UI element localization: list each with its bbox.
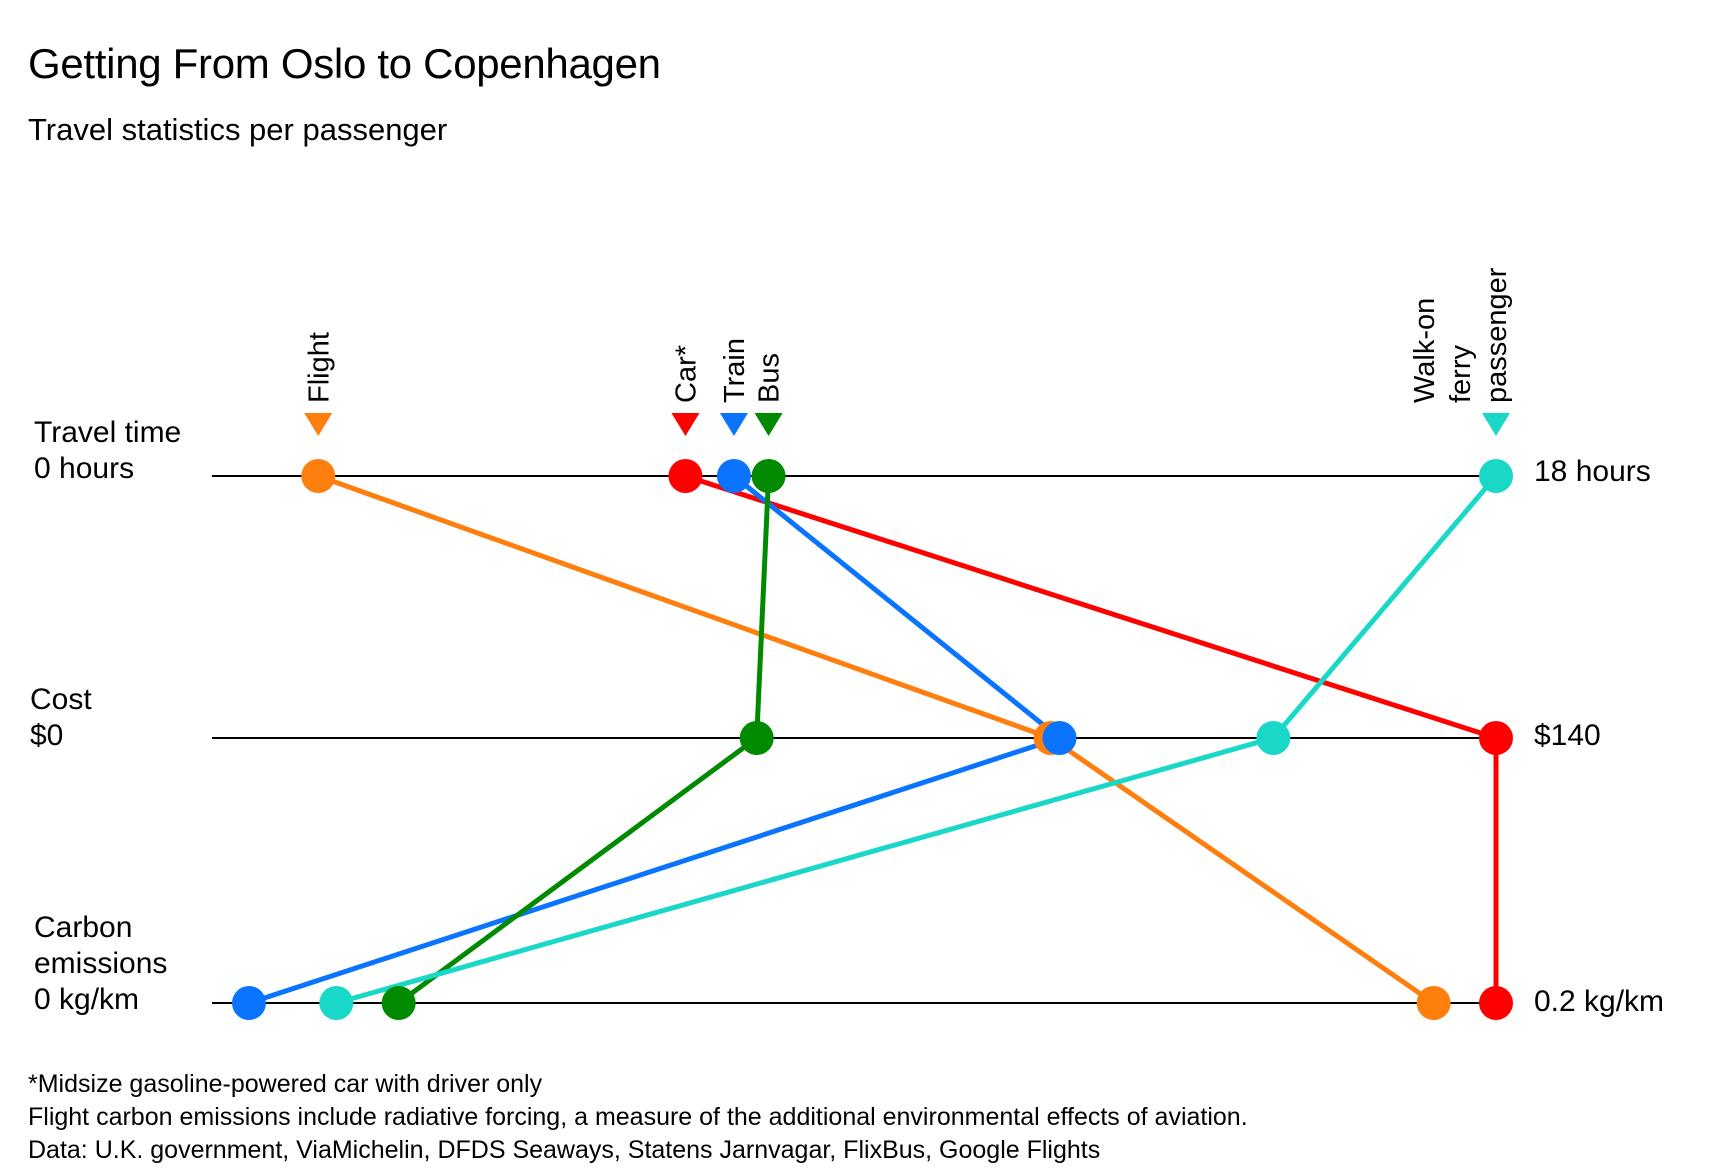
axis-label-carbon-min: 0 kg/km	[34, 983, 140, 1016]
dot-car-carbon	[1479, 986, 1513, 1020]
axis-label-carbon-name: Carbon	[34, 911, 133, 944]
dot-train-carbon	[232, 986, 266, 1020]
chart-subtitle: Travel statistics per passenger	[28, 112, 448, 147]
marker-train	[719, 413, 748, 436]
axis-label-cost-min: $0	[30, 719, 64, 752]
marker-flight	[304, 413, 333, 436]
axis-label-cost-name: Cost	[30, 683, 92, 716]
series-label-walk-on-ferry-passenger-3: passenger	[1481, 267, 1513, 403]
footnote-car: *Midsize gasoline-powered car with drive…	[28, 1070, 543, 1098]
dot-flight-time	[301, 459, 336, 493]
series-label-walk-on-ferry-passenger-2: ferry	[1445, 345, 1477, 404]
footnote-flight: Flight carbon emissions include radiativ…	[28, 1103, 1248, 1131]
axis-label-carbon: Carbon emissions 0 kg/km	[34, 910, 167, 1018]
dot-walk-on-ferry-passenger-carbon	[319, 986, 354, 1020]
dot-bus-cost	[739, 721, 774, 755]
series-label-car: Car*	[670, 345, 702, 403]
dot-flight-carbon	[1416, 986, 1451, 1020]
series-line-bus	[397, 475, 772, 1006]
axis-max-carbon: 0.2 kg/km	[1534, 985, 1665, 1018]
dot-bus-carbon	[381, 986, 416, 1020]
dot-train-time	[716, 459, 751, 493]
axis-label-carbon-name-2: emissions	[34, 947, 168, 980]
series-line-car	[684, 473, 1499, 1003]
marker-walk-on-ferry-passenger	[1482, 413, 1510, 436]
dot-bus-time	[751, 459, 786, 493]
dot-walk-on-ferry-passenger-time	[1479, 459, 1513, 493]
chart-title: Getting From Oslo to Copenhagen	[28, 40, 661, 87]
series-label-flight: Flight	[303, 332, 335, 403]
series-label-walk-on-ferry-passenger-1: Walk-on	[1409, 298, 1441, 403]
dot-car-cost	[1479, 721, 1513, 755]
marker-car	[671, 413, 700, 436]
series-label-bus: Bus	[754, 353, 786, 403]
axis-label-time-name: Travel time	[34, 416, 182, 449]
series-label-train: Train	[719, 338, 751, 403]
axis-max-time: 18 hours	[1534, 455, 1651, 488]
axis-label-time: Travel time 0 hours	[34, 415, 181, 487]
axis-label-cost: Cost $0	[30, 682, 92, 754]
marker-bus	[754, 413, 783, 436]
dot-walk-on-ferry-passenger-cost	[1256, 721, 1291, 755]
chart-footer: *Midsize gasoline-powered car with drive…	[28, 1068, 1248, 1167]
axis-max-cost: $140	[1534, 719, 1601, 752]
dot-car-time	[668, 459, 703, 493]
data-source: Data: U.K. government, ViaMichelin, DFDS…	[28, 1136, 1101, 1164]
dot-train-cost	[1042, 721, 1077, 755]
axis-label-time-min: 0 hours	[34, 452, 135, 485]
